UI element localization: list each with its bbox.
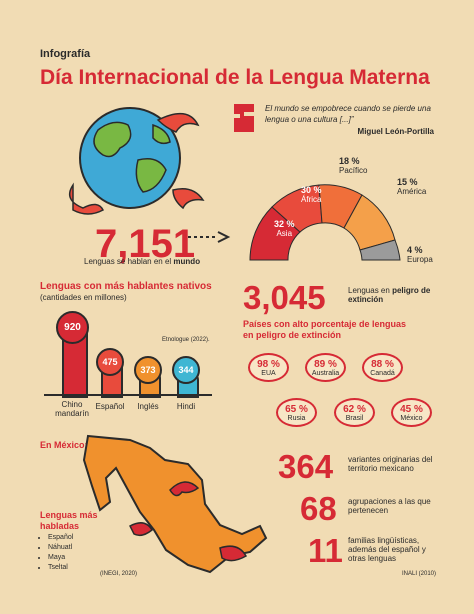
continent-asia: 32 % Asia <box>274 219 295 238</box>
country-name: México <box>400 415 423 422</box>
continent-africa: 30 % África <box>301 185 322 204</box>
bar-english-label: Inglés <box>137 402 159 411</box>
danger-countries-title: Países con alto porcentaje de lenguas en… <box>243 319 407 340</box>
native-title: Lenguas con más hablantes nativos <box>40 281 212 292</box>
country-pct: 89 % <box>314 359 337 370</box>
list-item: Español <box>48 533 73 543</box>
stat-68-text: agrupaciones a las que pertenecen <box>348 497 431 515</box>
continent-pacific: 18 % Pacífico <box>339 156 367 175</box>
continent-name: Pacífico <box>339 166 368 175</box>
mexico-title: En México: <box>40 440 88 450</box>
quote-mark-icon <box>232 102 262 134</box>
quote-text: El mundo se empobrece cuando se pierde u… <box>265 104 431 124</box>
stat-68: 68 <box>300 490 337 527</box>
continent-name: América <box>397 187 427 196</box>
continent-pct: 4 % <box>407 245 423 255</box>
arrow-icon <box>186 230 232 249</box>
stat-11: 11 <box>308 532 343 569</box>
world-caption-emph: mundo <box>173 257 201 266</box>
bar-hindi-label: Hindi <box>176 402 196 411</box>
native-source: Etnologue (2022). <box>162 337 210 343</box>
continent-pct: 15 % <box>397 177 418 187</box>
bar-mandarin-value: 920 <box>56 311 89 344</box>
country-mexico: 45 % México <box>391 398 432 427</box>
danger-label-emph: peligro de extinción <box>348 286 431 304</box>
danger-label: Lenguas en peligro de extinción <box>348 286 438 304</box>
country-brazil: 62 % Brasil <box>334 398 375 427</box>
stat-11-text: familias lingüísticas, además del españo… <box>348 536 426 563</box>
mexico-map <box>70 430 270 590</box>
country-name: Australia <box>311 370 340 377</box>
native-subtitle: (cantidades en millones) <box>40 293 127 302</box>
country-canada: 88 % Canadá <box>362 353 403 382</box>
spoken-title: Lenguas más habladas <box>40 510 98 531</box>
list-item: Náhuatl <box>48 543 73 553</box>
world-total: 7,151 <box>95 222 196 266</box>
page-title: Día Internacional de la Lengua Materna <box>40 66 430 89</box>
country-name: Rusia <box>287 415 306 422</box>
bar-english-value: 373 <box>134 356 162 384</box>
list-item: Tseltal <box>48 563 73 573</box>
continent-america: 15 % América <box>397 177 426 196</box>
source-inegi: (INEGI, 2020) <box>100 571 138 577</box>
stat-364-text: variantes originarias del territorio mex… <box>348 455 433 473</box>
danger-label-text: Lenguas en <box>348 286 390 295</box>
country-name: Canadá <box>370 370 395 377</box>
country-usa: 98 % EUA <box>248 353 289 382</box>
continents-chart <box>240 170 410 262</box>
stat-364: 364 <box>278 448 334 485</box>
country-russia: 65 % Rusia <box>276 398 317 427</box>
bar-spanish-label: Español <box>95 402 125 411</box>
spoken-list: Español Náhuatl Maya Tseltal <box>40 533 73 573</box>
country-name: EUA <box>261 370 276 377</box>
kicker: Infografía <box>40 48 91 60</box>
danger-total: 3,045 <box>243 279 326 316</box>
continent-europe: 4 % Europa <box>407 245 433 264</box>
country-pct: 98 % <box>257 359 280 370</box>
continent-pct: 30 % <box>301 185 322 195</box>
country-pct: 88 % <box>371 359 394 370</box>
continent-name: África <box>301 195 322 204</box>
quote-author: Miguel León-Portilla <box>357 127 434 136</box>
country-name: Brasil <box>345 415 364 422</box>
continent-pct: 18 % <box>339 156 360 166</box>
country-pct: 65 % <box>285 404 308 415</box>
bar-mandarin-label: Chino mandarín <box>55 400 89 418</box>
bar-spanish-value: 475 <box>96 348 124 376</box>
world-caption-text: Lenguas se hablan en el <box>84 257 172 266</box>
source-inali: INALI (2010) <box>402 571 437 577</box>
country-pct: 45 % <box>400 404 423 415</box>
list-item: Maya <box>48 553 73 563</box>
bar-hindi-value: 344 <box>172 356 200 384</box>
country-australia: 89 % Australia <box>305 353 346 382</box>
globe-illustration <box>58 100 208 220</box>
continent-pct: 32 % <box>274 219 295 229</box>
bars-baseline <box>44 394 212 396</box>
country-pct: 62 % <box>343 404 366 415</box>
world-caption: Lenguas se hablan en el mundo <box>84 257 200 266</box>
continent-name: Europa <box>407 255 433 264</box>
continent-name: Asia <box>276 229 293 238</box>
